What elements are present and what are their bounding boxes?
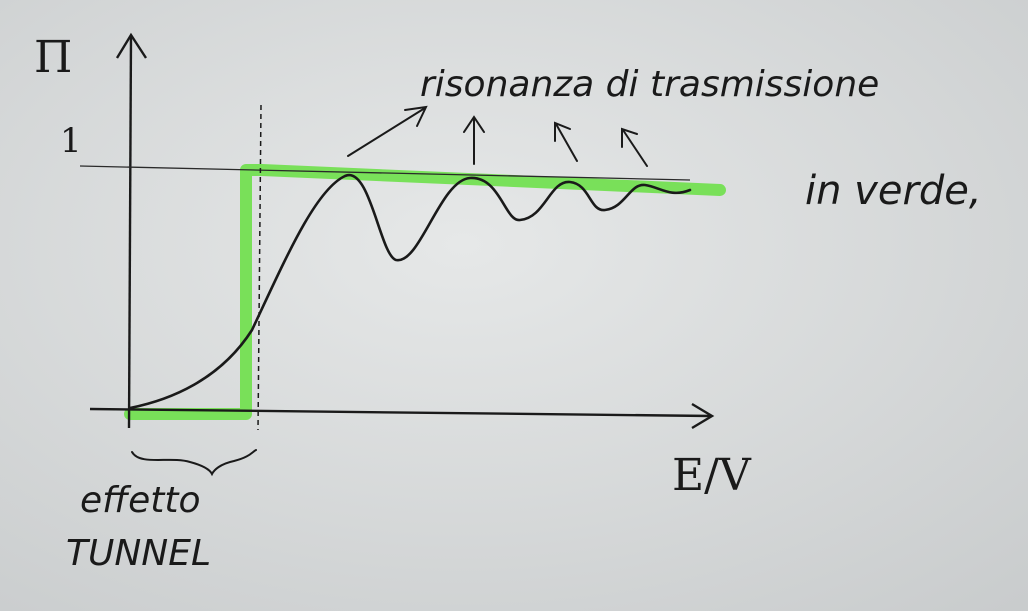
tunnel-brace: [131, 449, 257, 477]
resonance-arrow-3-head: [554, 121, 571, 142]
resonance-arrow-1: [347, 107, 426, 157]
resonance-arrow-2-head: [463, 115, 485, 133]
resonance-arrow-3: [555, 123, 578, 162]
quantum-transmission-curve: [128, 173, 692, 410]
x-axis-arrowhead: [691, 402, 715, 430]
x-axis-label: E/V: [672, 450, 752, 501]
resonance-arrow-4: [622, 129, 648, 167]
unit-level-line: [79, 165, 691, 181]
y-axis-arrowhead: [115, 32, 148, 59]
y-axis: [127, 34, 133, 429]
resonance-arrows: [347, 105, 648, 167]
classical-annotation: in verde,: [805, 168, 982, 214]
resonance-annotation: risonanza di trasmissione: [420, 64, 879, 105]
tunnel-label-line2: TUNNEL: [66, 533, 211, 574]
tunnel-label-line1: effetto: [80, 480, 201, 521]
resonance-arrow-4-head: [621, 127, 638, 148]
y-axis-label: Π: [34, 32, 72, 83]
y-tick-one: 1: [60, 121, 82, 161]
resonance-arrow-1-head: [404, 105, 428, 127]
threshold-dashed-line: [257, 104, 262, 431]
x-axis: [89, 407, 713, 418]
